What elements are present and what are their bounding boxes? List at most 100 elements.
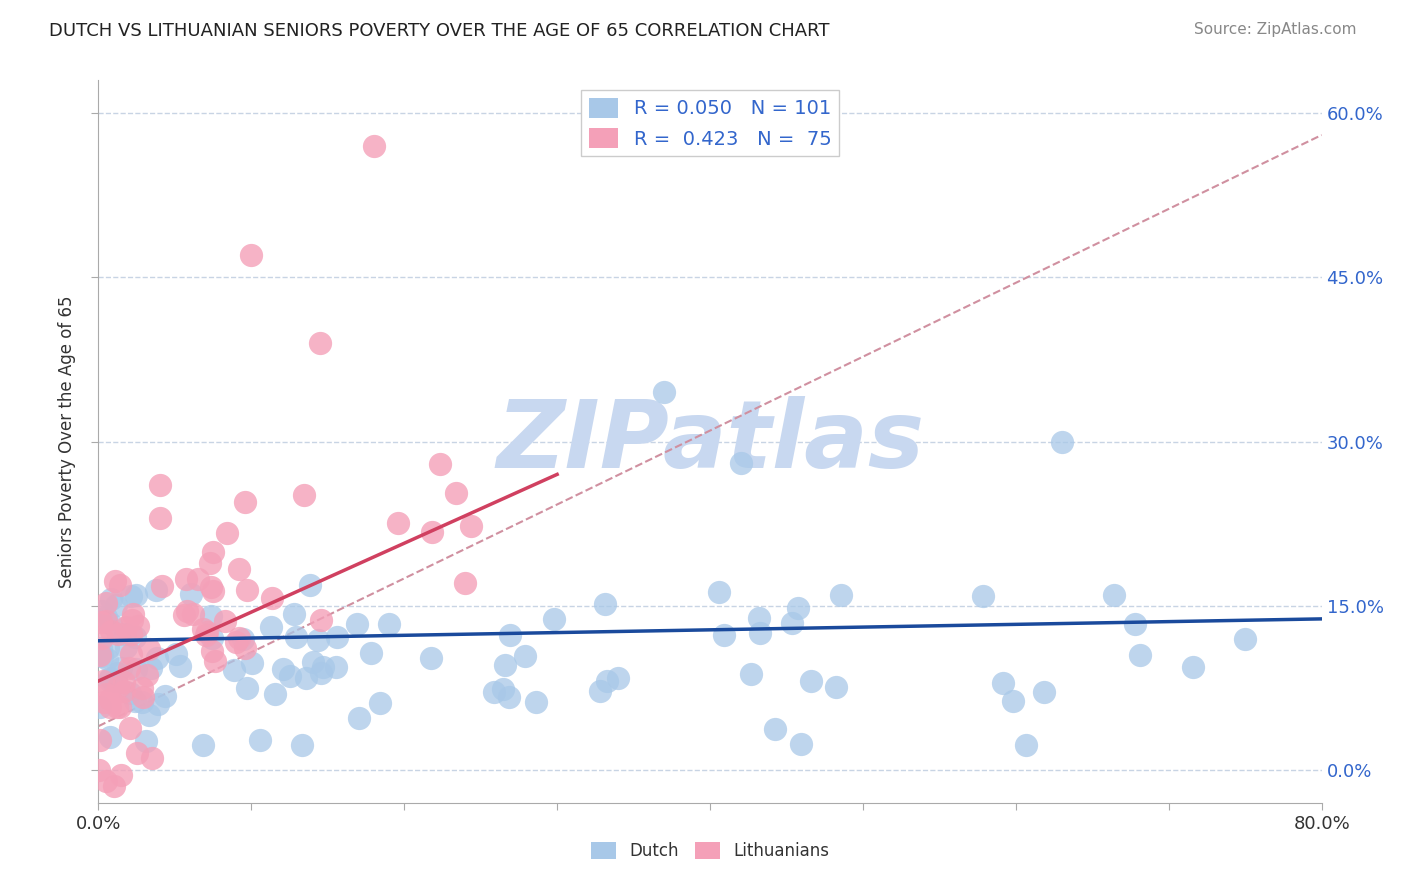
Point	[97, 673, 120, 688]
Point	[652, 385, 675, 400]
Point	[183, 607, 205, 621]
Point	[94, 609, 117, 624]
Point	[284, 630, 307, 644]
Point	[110, 661, 132, 675]
Point	[1015, 738, 1038, 752]
Point	[131, 681, 153, 695]
Point	[325, 660, 347, 674]
Point	[141, 751, 163, 765]
Point	[187, 572, 209, 586]
Point	[90, 615, 112, 629]
Legend: Dutch, Lithuanians: Dutch, Lithuanians	[583, 835, 837, 867]
Point	[96, 651, 118, 665]
Point	[214, 614, 236, 628]
Point	[263, 686, 285, 700]
Point	[115, 640, 138, 654]
Point	[202, 544, 225, 558]
Point	[98, 730, 121, 744]
Point	[91, 604, 114, 618]
Point	[825, 680, 848, 694]
Point	[165, 647, 187, 661]
Point	[830, 588, 852, 602]
Point	[120, 589, 142, 603]
Point	[291, 739, 314, 753]
Point	[309, 613, 332, 627]
Point	[98, 672, 121, 686]
Point	[311, 660, 333, 674]
Point	[108, 699, 131, 714]
Point	[94, 773, 117, 788]
Point	[347, 711, 370, 725]
Point	[1234, 632, 1257, 646]
Point	[155, 690, 177, 704]
Point	[124, 662, 146, 676]
Point	[103, 780, 125, 794]
Point	[124, 693, 146, 707]
Point	[1032, 685, 1054, 699]
Point	[707, 585, 730, 599]
Point	[100, 617, 122, 632]
Point	[149, 511, 172, 525]
Point	[120, 647, 142, 661]
Point	[740, 667, 762, 681]
Point	[420, 651, 443, 665]
Point	[713, 628, 735, 642]
Point	[787, 601, 810, 615]
Point	[387, 516, 409, 530]
Point	[325, 630, 347, 644]
Point	[292, 488, 315, 502]
Point	[499, 628, 522, 642]
Point	[273, 661, 295, 675]
Point	[232, 632, 254, 646]
Point	[93, 695, 115, 709]
Point	[309, 665, 332, 680]
Point	[121, 613, 143, 627]
Point	[112, 675, 135, 690]
Point	[790, 737, 813, 751]
Point	[200, 609, 222, 624]
Point	[201, 644, 224, 658]
Point	[233, 640, 256, 655]
Point	[131, 694, 153, 708]
Point	[146, 651, 169, 665]
Point	[118, 661, 141, 675]
Point	[118, 685, 141, 699]
Point	[204, 654, 226, 668]
Point	[593, 597, 616, 611]
Point	[1050, 434, 1073, 449]
Point	[748, 610, 770, 624]
Point	[225, 635, 247, 649]
Point	[233, 495, 256, 509]
Point	[127, 619, 149, 633]
Point	[249, 732, 271, 747]
Point	[136, 667, 159, 681]
Text: Source: ZipAtlas.com: Source: ZipAtlas.com	[1194, 22, 1357, 37]
Point	[89, 648, 111, 662]
Point	[169, 658, 191, 673]
Point	[98, 700, 121, 714]
Text: DUTCH VS LITHUANIAN SENIORS POVERTY OVER THE AGE OF 65 CORRELATION CHART: DUTCH VS LITHUANIAN SENIORS POVERTY OVER…	[49, 22, 830, 40]
Point	[498, 690, 520, 705]
Point	[765, 722, 787, 736]
Point	[228, 561, 250, 575]
Point	[125, 588, 148, 602]
Point	[295, 671, 318, 685]
Point	[180, 587, 202, 601]
Point	[105, 674, 128, 689]
Point	[782, 615, 804, 630]
Point	[606, 671, 628, 685]
Point	[260, 591, 283, 606]
Point	[91, 673, 114, 688]
Point	[201, 632, 224, 646]
Point	[97, 641, 120, 656]
Point	[236, 681, 259, 695]
Point	[94, 595, 117, 609]
Point	[138, 641, 160, 656]
Point	[513, 648, 536, 663]
Point	[89, 733, 111, 747]
Point	[454, 575, 477, 590]
Point	[260, 619, 283, 633]
Point	[200, 557, 222, 571]
Point	[149, 478, 172, 492]
Point	[422, 525, 444, 540]
